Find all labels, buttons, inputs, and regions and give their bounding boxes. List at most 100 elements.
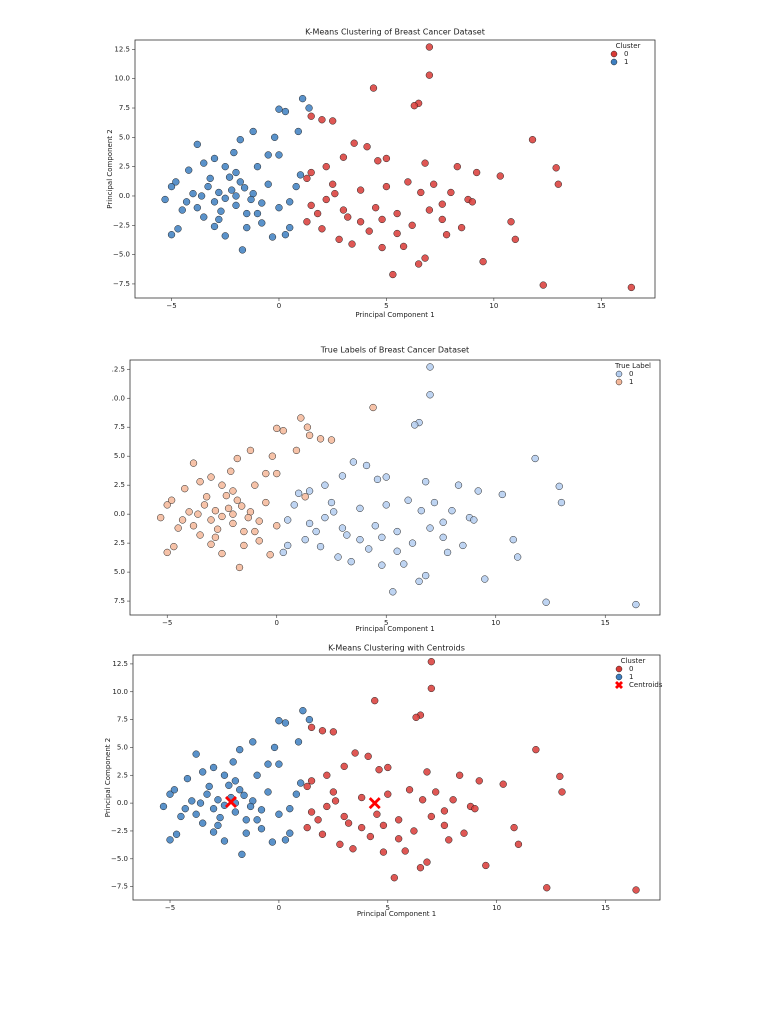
point	[298, 94, 307, 103]
point	[399, 242, 408, 251]
point	[221, 163, 229, 171]
point	[358, 823, 366, 832]
point	[275, 717, 283, 725]
point	[258, 199, 266, 207]
point	[329, 117, 337, 125]
point	[181, 485, 189, 493]
point	[410, 102, 418, 110]
x-axis-label: Principal Component 1	[357, 910, 436, 918]
legend-label: 1	[624, 58, 628, 66]
point	[369, 403, 377, 412]
point	[163, 548, 171, 557]
point	[236, 746, 244, 754]
point	[229, 758, 237, 766]
point	[509, 536, 517, 544]
point	[627, 283, 636, 292]
point	[240, 541, 248, 550]
point	[209, 805, 218, 813]
point	[253, 209, 262, 218]
point	[456, 771, 464, 779]
point	[511, 235, 519, 244]
point	[211, 507, 220, 515]
point	[264, 788, 272, 796]
point	[307, 112, 315, 120]
point	[418, 796, 427, 804]
point	[297, 414, 305, 422]
point	[365, 545, 373, 553]
point	[442, 231, 451, 239]
point	[329, 180, 337, 188]
point	[230, 148, 238, 157]
point	[264, 760, 272, 768]
point	[439, 533, 447, 541]
point	[382, 473, 390, 481]
point	[221, 194, 229, 202]
point	[220, 771, 229, 779]
point	[167, 496, 176, 504]
point	[449, 796, 457, 804]
point	[228, 186, 236, 194]
y-tick-label: 2.5	[119, 163, 130, 171]
point	[218, 481, 226, 489]
y-tick-label: −5.0	[111, 855, 128, 863]
y-tick-label: 7.5	[114, 597, 125, 605]
point	[382, 182, 391, 191]
point	[232, 192, 240, 200]
point	[258, 219, 266, 227]
point	[453, 163, 461, 171]
point	[196, 478, 204, 486]
point	[292, 446, 301, 455]
legend-marker	[610, 50, 618, 58]
point	[364, 752, 372, 760]
legend-marker	[615, 681, 623, 689]
point	[238, 850, 246, 858]
point	[294, 489, 303, 497]
y-tick-label: 0.0	[114, 510, 125, 518]
point	[196, 799, 205, 807]
point	[430, 180, 438, 188]
point	[281, 836, 290, 844]
y-tick-label: 7.5	[114, 423, 125, 431]
point	[425, 206, 434, 214]
point	[240, 791, 248, 799]
x-tick-label: 15	[601, 619, 610, 627]
point	[307, 808, 316, 816]
point	[218, 549, 226, 558]
point	[209, 763, 218, 772]
point	[322, 195, 330, 204]
point	[318, 830, 327, 838]
point	[210, 154, 219, 163]
point	[474, 487, 482, 495]
point	[189, 189, 197, 198]
point	[410, 827, 418, 835]
point	[327, 436, 336, 444]
point	[232, 168, 240, 177]
x-tick-label: 5	[386, 904, 390, 912]
point	[343, 531, 351, 539]
point	[299, 707, 307, 715]
point	[229, 510, 237, 518]
point	[542, 598, 550, 606]
y-tick-label: −7.5	[111, 883, 128, 891]
point	[279, 427, 287, 435]
point	[356, 218, 365, 226]
point	[236, 786, 244, 794]
x-tick-label: 10	[489, 302, 498, 310]
point	[166, 790, 174, 798]
y-tick-label: .0.0	[112, 394, 125, 402]
point	[344, 213, 352, 221]
point	[440, 821, 449, 830]
legend-marker	[615, 378, 623, 386]
point	[323, 802, 331, 811]
point	[229, 487, 237, 495]
point	[167, 182, 176, 191]
point	[338, 524, 347, 532]
point	[207, 473, 215, 481]
legend-marker	[610, 58, 618, 66]
point	[255, 537, 263, 545]
point	[166, 836, 174, 844]
x-axis-label: Principal Component 1	[355, 311, 434, 319]
point	[159, 802, 168, 811]
y-tick-label: 12.5	[114, 45, 130, 53]
